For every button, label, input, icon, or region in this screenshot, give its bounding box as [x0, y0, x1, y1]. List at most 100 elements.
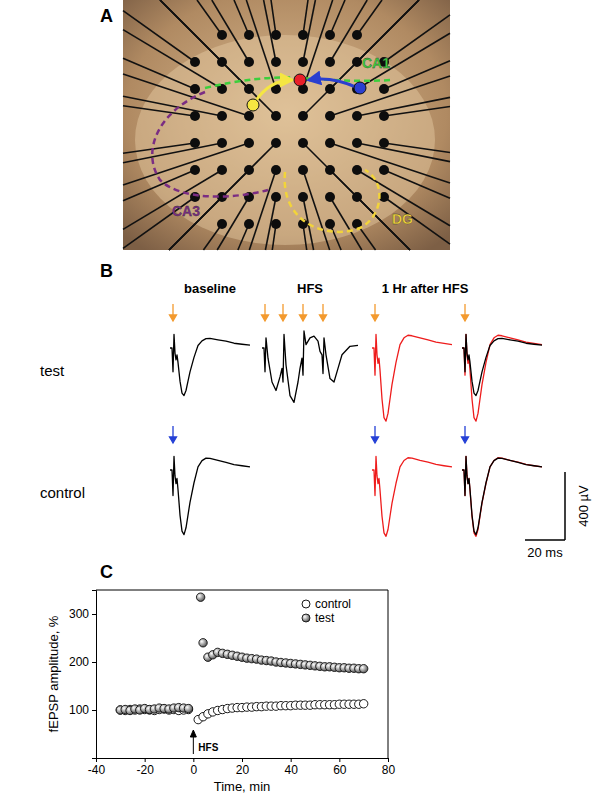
x-tick-mark — [339, 758, 340, 762]
panel-b: baselineHFS1 Hr after HFStestcontrol20 m… — [40, 281, 591, 560]
electrode-lead — [197, 0, 222, 35]
y-tick-mark — [92, 662, 96, 663]
figure: ABCCA1CA3DGbaselineHFS1 Hr after HFStest… — [0, 0, 600, 799]
x-tick-label: -40 — [88, 763, 106, 777]
points — [116, 593, 368, 724]
electrode — [298, 111, 308, 121]
trace — [170, 334, 250, 395]
electrode-lead — [330, 76, 450, 116]
scale-bar-label: 400 µV — [576, 485, 591, 527]
panel-c: -40-20020406080100200300Time, minfEPSP a… — [46, 590, 395, 794]
stimulus-arrow — [300, 304, 307, 321]
x-tick: 20 — [236, 758, 250, 777]
stimulation-arrow — [253, 80, 292, 105]
electrode — [244, 219, 254, 229]
region-label: DG — [392, 211, 413, 227]
data-point — [359, 700, 367, 708]
electrode — [325, 30, 335, 40]
electrode — [298, 165, 308, 175]
electrode — [271, 138, 281, 148]
x-tick-mark — [242, 758, 243, 762]
electrode-lead — [303, 0, 333, 89]
trace — [462, 334, 542, 421]
electrode — [352, 57, 362, 67]
electrode — [244, 57, 254, 67]
electrode-lead — [123, 96, 222, 116]
electrode — [325, 111, 335, 121]
data-point — [199, 639, 207, 647]
electrode — [190, 57, 200, 67]
x-tick-label: 40 — [284, 763, 298, 777]
trace — [170, 456, 250, 534]
legend-marker — [302, 614, 310, 622]
electrode — [379, 165, 389, 175]
y-tick: 100 — [69, 703, 96, 717]
electrode — [217, 111, 227, 121]
electrode-lead — [123, 74, 249, 116]
tissue-slice — [135, 35, 435, 245]
electrode-lead — [384, 143, 450, 152]
region-outline — [285, 170, 380, 232]
trace — [262, 331, 358, 402]
electrode-lead — [249, 170, 276, 250]
trace-cell — [372, 426, 453, 536]
photo-background — [123, 0, 450, 250]
electrode-lead — [212, 0, 249, 62]
electrode — [379, 84, 389, 94]
trace-cell — [170, 426, 251, 535]
y-tick-label: 300 — [69, 607, 89, 621]
electrode-lead — [303, 0, 308, 35]
electrode-lead — [169, 170, 249, 250]
x-tick: -40 — [88, 758, 106, 777]
y-tick-mark — [92, 614, 96, 615]
electrode-lead — [330, 0, 345, 35]
electrode — [325, 165, 335, 175]
region-label: CA1 — [362, 55, 390, 71]
row-label: control — [40, 484, 85, 501]
electrode — [352, 138, 362, 148]
electrode — [217, 30, 227, 40]
y-axis-title: fEPSP amplitude, % — [46, 615, 61, 732]
electrode-lead — [384, 61, 450, 89]
annotation-arrow — [190, 730, 196, 754]
electrode — [352, 192, 362, 202]
stimulus-arrow — [462, 426, 469, 443]
trace — [462, 456, 542, 534]
legend: controltest — [302, 597, 351, 625]
electrode — [271, 57, 281, 67]
x-tick: -20 — [136, 758, 154, 777]
electrode-lead — [357, 143, 450, 162]
electrode — [325, 84, 335, 94]
electrode-lead — [123, 170, 195, 201]
y-tick-label: 100 — [69, 703, 89, 717]
electrode — [325, 57, 335, 67]
electrode — [379, 111, 389, 121]
x-tick-label: 60 — [333, 763, 347, 777]
region-outline — [152, 92, 268, 197]
x-axis-line — [97, 759, 389, 763]
scale-bar-vertical — [564, 472, 566, 540]
stimulus-arrow — [462, 304, 469, 321]
electrode — [190, 165, 200, 175]
electrode-lead — [123, 143, 222, 163]
electrode-lead — [330, 143, 450, 183]
electrode — [190, 111, 200, 121]
electrode — [271, 192, 281, 202]
panel-label: C — [100, 562, 113, 582]
x-tick-label: 0 — [190, 763, 197, 777]
x-tick: 40 — [284, 758, 298, 777]
electrode — [379, 138, 389, 148]
panel-label: A — [100, 6, 113, 26]
stimulus-arrow — [170, 426, 177, 443]
electrode — [217, 219, 227, 229]
electrode-lead — [123, 143, 195, 153]
scale-bar-label: 20 ms — [527, 545, 563, 560]
y-tick-mark — [92, 710, 96, 711]
electrode — [244, 84, 254, 94]
x-tick: 80 — [382, 758, 396, 777]
electrode — [190, 138, 200, 148]
electrode-lead — [271, 0, 276, 35]
y-axis-line — [92, 591, 97, 759]
electrode — [217, 138, 227, 148]
electrode-leads — [123, 0, 450, 250]
